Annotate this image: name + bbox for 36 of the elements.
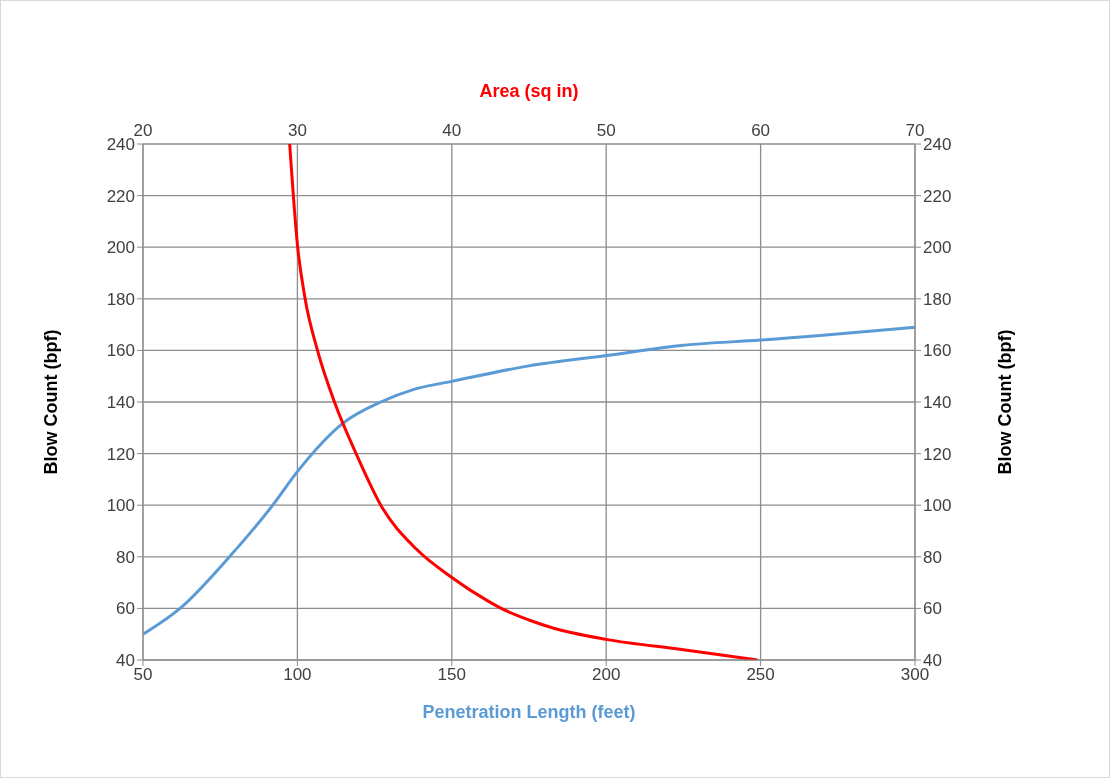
y2-tick-label: 240 bbox=[923, 135, 952, 155]
y-tick-label: 120 bbox=[106, 444, 135, 464]
y-tick-label: 60 bbox=[116, 599, 135, 619]
x2-tick-label: 30 bbox=[287, 121, 307, 140]
y2-tick-label: 60 bbox=[923, 599, 942, 619]
y2-tick-label: 80 bbox=[923, 547, 942, 567]
y-tick-label: 220 bbox=[106, 186, 135, 206]
y-tick-label: 80 bbox=[116, 547, 135, 567]
y2-tick-label: 200 bbox=[923, 238, 952, 258]
x-tick-label: 50 bbox=[133, 665, 153, 685]
x-tick-label: 250 bbox=[746, 665, 775, 685]
y-tick-label: 160 bbox=[106, 341, 135, 361]
y2-tick-label: 100 bbox=[923, 496, 952, 516]
x2-tick-label: 20 bbox=[133, 121, 153, 140]
x2-tick-label: 70 bbox=[905, 121, 925, 140]
y2-tick-label: 180 bbox=[923, 289, 952, 309]
y-tick-label: 140 bbox=[106, 393, 135, 413]
y2-tick-label: 220 bbox=[923, 186, 952, 206]
y-tick-label: 100 bbox=[106, 496, 135, 516]
x2-tick-label: 50 bbox=[596, 121, 616, 140]
x2-axis-title: Area (sq in) bbox=[479, 80, 579, 101]
y2-tick-label: 120 bbox=[923, 444, 952, 464]
x2-tick-label: 40 bbox=[442, 121, 462, 140]
y2-tick-label: 140 bbox=[923, 393, 952, 413]
y2-tick-label: 160 bbox=[923, 341, 952, 361]
x2-tick-label: 60 bbox=[751, 121, 771, 140]
x-tick-label: 200 bbox=[592, 665, 621, 685]
y-tick-label: 200 bbox=[106, 238, 135, 258]
x-axis-title: Penetration Length (feet) bbox=[422, 702, 636, 722]
y-axis-title: Blow Count (bpf) bbox=[41, 329, 62, 475]
y-tick-label: 180 bbox=[106, 289, 135, 309]
x-tick-label: 150 bbox=[437, 665, 466, 685]
y-tick-label: 40 bbox=[116, 651, 135, 671]
x-tick-label: 100 bbox=[283, 665, 312, 685]
y-tick-label: 240 bbox=[106, 135, 135, 155]
y2-axis-title: Blow Count (bpf) bbox=[995, 329, 1016, 475]
